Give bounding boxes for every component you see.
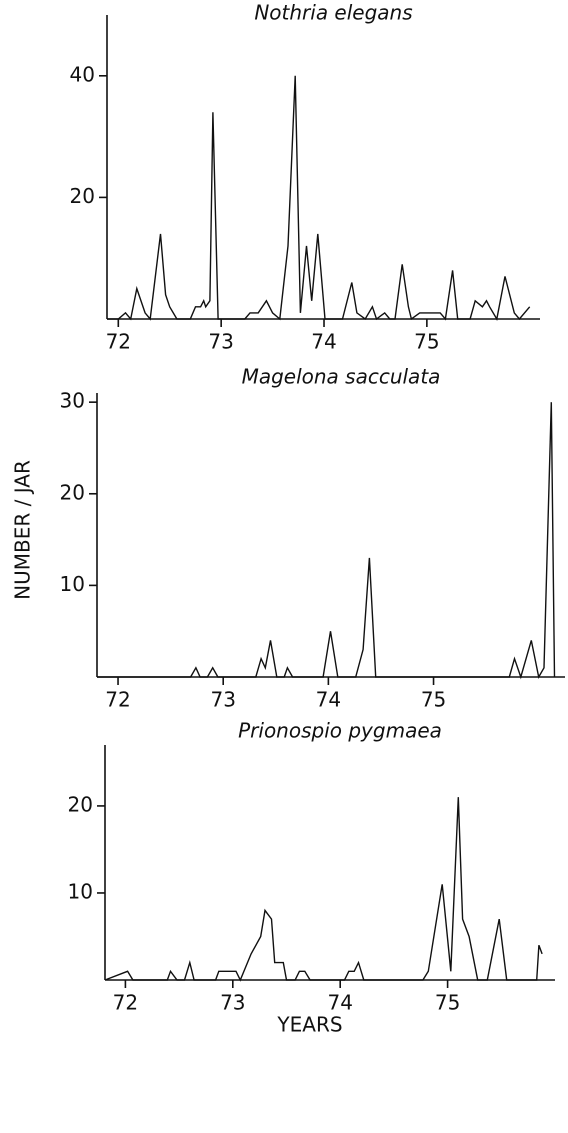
x-tick-label: 75 [414,330,439,354]
y-tick-label: 10 [68,879,93,903]
x-tick-label: 72 [106,330,131,354]
x-tick-label: 73 [208,330,233,354]
x-tick-label: 75 [435,991,460,1015]
x-tick-label: 75 [421,688,446,712]
y-tick-label: 20 [68,792,93,816]
data-line [97,402,556,680]
data-line [104,797,543,982]
chart-title: Nothria elegans [254,1,412,25]
y-axis-label: NUMBER / JAR [11,460,35,600]
x-tick-label: 73 [220,991,245,1015]
y-tick-label: 30 [60,389,85,413]
x-tick-label: 72 [105,688,130,712]
y-tick-label: 20 [60,480,85,504]
y-tick-label: 20 [70,184,95,208]
x-tick-label: 74 [316,688,341,712]
x-tick-label: 72 [113,991,138,1015]
y-tick-label: 10 [60,572,85,596]
x-tick-label: 73 [210,688,235,712]
x-axis-label: YEARS [276,1013,342,1037]
chart-title: Prionospio pygmaea [238,719,442,743]
x-tick-label: 74 [327,991,352,1015]
chart-title: Magelona sacculata [242,365,441,389]
x-tick-label: 74 [311,330,336,354]
data-line [107,75,531,321]
y-tick-label: 40 [70,62,95,86]
